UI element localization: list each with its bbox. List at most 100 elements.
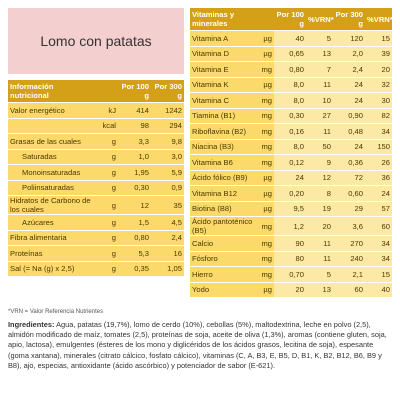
cell: 24 <box>333 77 365 93</box>
cell: 11 <box>306 77 333 93</box>
cell: 60 <box>365 216 392 236</box>
table-row: Yodo µg 20 13 60 40 <box>190 282 392 298</box>
cell: 39 <box>365 46 392 62</box>
cell: 9,8 <box>151 133 184 150</box>
header-cell: Por 100 g <box>274 8 306 31</box>
cell: 24 <box>333 92 365 109</box>
cell: 11 <box>306 123 333 140</box>
row-label: Niacina (B3) <box>190 139 256 155</box>
cell: g <box>96 133 118 150</box>
cell: 2,0 <box>333 46 365 62</box>
cell: 5 <box>306 266 333 283</box>
cell: 0,12 <box>274 154 306 171</box>
cell: 414 <box>118 102 151 119</box>
cell: µg <box>256 185 274 202</box>
table-row: Saturadas g 1,0 3,0 <box>8 149 184 165</box>
cell: 0,48 <box>333 123 365 140</box>
cell: kJ <box>96 102 118 119</box>
cell: 98 <box>118 118 151 134</box>
cell: 2,4 <box>151 230 184 246</box>
table-row: Calcio mg 90 11 270 34 <box>190 235 392 252</box>
cell: 40 <box>365 282 392 298</box>
row-label: Fósforo <box>190 251 256 267</box>
cell: 0,30 <box>274 108 306 124</box>
vitamins-table: Vitaminas y minerales Por 100 g %VRN* Por 3… <box>190 8 393 298</box>
row-label: Poliinsaturadas <box>8 180 96 196</box>
header-cell: %VRN* <box>365 8 393 31</box>
cell: mg <box>256 154 274 171</box>
cell: 34 <box>365 251 392 267</box>
row-label: Vitamina B6 <box>190 154 256 171</box>
ingredients-label: Ingredientes: <box>8 320 55 329</box>
table-row: Fósforo mg 80 11 240 34 <box>190 251 392 267</box>
cell: 19 <box>306 201 333 217</box>
cell: 0,36 <box>333 154 365 171</box>
cell: 0,30 <box>118 180 151 196</box>
cell: 1,5 <box>118 214 151 231</box>
cell: 20 <box>306 216 333 236</box>
cell: 1,0 <box>118 149 151 165</box>
cell: 34 <box>365 235 392 252</box>
cell: g <box>96 149 118 165</box>
cell: 0,20 <box>274 185 306 202</box>
row-label: Calcio <box>190 235 256 252</box>
table-row: Vitamina B12 µg 0,20 8 0,60 24 <box>190 185 392 202</box>
cell: 80 <box>274 251 306 267</box>
cell: kcal <box>96 118 118 134</box>
cell: µg <box>256 77 274 93</box>
cell: 3,6 <box>333 216 365 236</box>
cell: 82 <box>365 108 392 124</box>
cell: 240 <box>333 251 365 267</box>
row-label: Ácido pantoténico (B5) <box>190 216 256 236</box>
cell: mg <box>256 235 274 252</box>
cell: 11 <box>306 251 333 267</box>
row-label: Vitamina C <box>190 92 256 109</box>
cell: 9,5 <box>274 201 306 217</box>
table-row: Fibra alimentaria g 0,80 2,4 <box>8 230 184 246</box>
cell: 3,3 <box>118 133 151 150</box>
cell: 50 <box>306 139 333 155</box>
cell: 1,05 <box>151 261 184 277</box>
table-row: Sal (= Na (g) x 2,5) g 0,35 1,05 <box>8 261 184 277</box>
ingredients-text: Agua, patatas (19,7%), lomo de cerdo (10… <box>8 320 387 370</box>
cell: 57 <box>365 201 392 217</box>
cell: 90 <box>274 235 306 252</box>
cell: 7 <box>306 61 333 78</box>
row-label: Tiamina (B1) <box>190 108 256 124</box>
cell: 72 <box>333 170 365 186</box>
cell: 27 <box>306 108 333 124</box>
cell: g <box>96 214 118 231</box>
cell: 2,4 <box>333 61 365 78</box>
cell: 8 <box>306 185 333 202</box>
cell: 15 <box>365 266 392 283</box>
cell: 8,0 <box>274 139 306 155</box>
cell: 9 <box>306 154 333 171</box>
row-label: Vitamina B12 <box>190 185 256 202</box>
row-label: Yodo <box>190 282 256 298</box>
table-row: Hidratos de Carbono de los cuales g 12 35 <box>8 195 184 215</box>
cell: 26 <box>365 154 392 171</box>
table-row: Monoinsaturadas g 1,95 5,9 <box>8 164 184 181</box>
cell: 1242 <box>151 102 184 119</box>
row-label: Fibra alimentaria <box>8 230 96 246</box>
cell: 0,35 <box>118 261 151 277</box>
cell: 13 <box>306 282 333 298</box>
row-label: Riboflavina (B2) <box>190 123 256 140</box>
table-row: Poliinsaturadas g 0,30 0,9 <box>8 180 184 196</box>
cell: 2,1 <box>333 266 365 283</box>
row-label: Ácido fólico (B9) <box>190 170 256 186</box>
row-label: Grasas de las cuales <box>8 133 96 150</box>
header-row: Información nutricional Por 100 g Por 300 … <box>8 80 184 103</box>
cell: µg <box>256 282 274 298</box>
footnote: *VRN = Valor Referencia Nutrientes <box>8 309 104 315</box>
cell: 0,65 <box>274 46 306 62</box>
cell: 120 <box>333 30 365 47</box>
cell: 20 <box>274 282 306 298</box>
product-title: Lomo con patatas <box>8 8 184 74</box>
table-row: Hierro mg 0,70 5 2,1 15 <box>190 266 392 283</box>
cell: g <box>96 230 118 246</box>
cell: 0,80 <box>118 230 151 246</box>
